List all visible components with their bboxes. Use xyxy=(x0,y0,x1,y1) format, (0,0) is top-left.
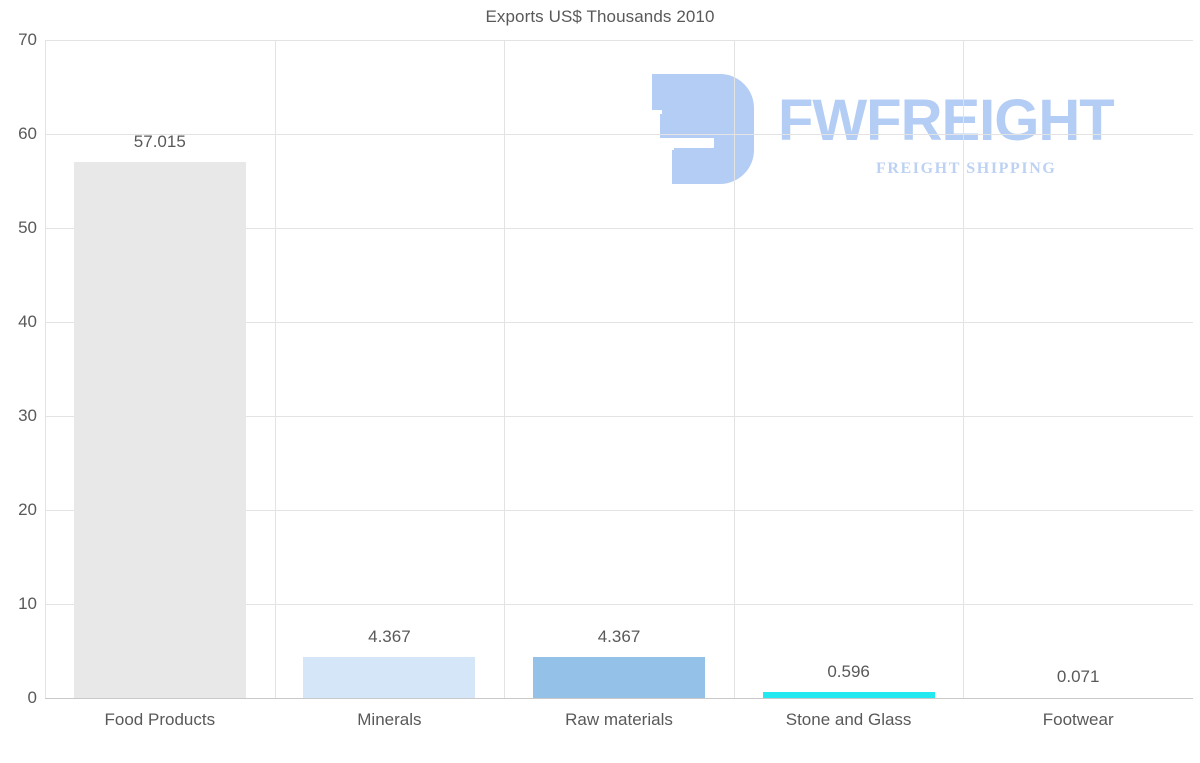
x-axis-category-label: Stone and Glass xyxy=(785,710,912,729)
bar-value-label: 4.367 xyxy=(368,626,411,646)
y-axis-tick-label: 30 xyxy=(18,406,37,425)
gridline-horizontal xyxy=(45,322,1193,323)
x-axis-category-label: Footwear xyxy=(1042,710,1114,729)
plot-area xyxy=(45,40,1193,699)
y-axis-tick-label: 50 xyxy=(18,218,37,237)
y-axis-tick-label: 60 xyxy=(18,124,37,143)
x-axis-category-label: Food Products xyxy=(104,710,216,729)
x-axis-category-label: Raw materials xyxy=(565,710,673,729)
y-axis-tick-label: 0 xyxy=(27,688,37,707)
gridline-vertical xyxy=(275,40,276,698)
y-axis-line xyxy=(45,40,46,699)
bar-value-label: 57.015 xyxy=(133,132,186,152)
y-axis-tick-label: 40 xyxy=(18,312,37,331)
gridline-vertical xyxy=(504,40,505,698)
gridline-horizontal xyxy=(45,228,1193,229)
y-axis-tick-label: 70 xyxy=(18,30,37,49)
bar-value-label: 0.071 xyxy=(1056,667,1100,687)
gridline-vertical xyxy=(734,40,735,698)
bar[interactable] xyxy=(74,162,246,698)
gridline-horizontal xyxy=(45,134,1193,135)
bar-value-label: 0.596 xyxy=(827,662,870,682)
gridline-horizontal xyxy=(45,510,1193,511)
gridline-horizontal xyxy=(45,40,1193,41)
gridline-horizontal xyxy=(45,416,1193,417)
bar[interactable] xyxy=(763,692,935,698)
gridline-vertical xyxy=(963,40,964,698)
x-axis-line xyxy=(45,698,1193,699)
y-axis-tick-label: 20 xyxy=(18,500,37,519)
bar[interactable] xyxy=(303,656,475,698)
chart-title: Exports US$ Thousands 2010 xyxy=(485,7,715,26)
bar[interactable] xyxy=(992,697,1164,698)
bar-value-label: 4.367 xyxy=(597,626,641,646)
bar[interactable] xyxy=(533,656,705,698)
x-axis-category-label: Minerals xyxy=(357,710,422,729)
y-axis-tick-label: 10 xyxy=(18,594,37,613)
gridline-horizontal xyxy=(45,604,1193,605)
